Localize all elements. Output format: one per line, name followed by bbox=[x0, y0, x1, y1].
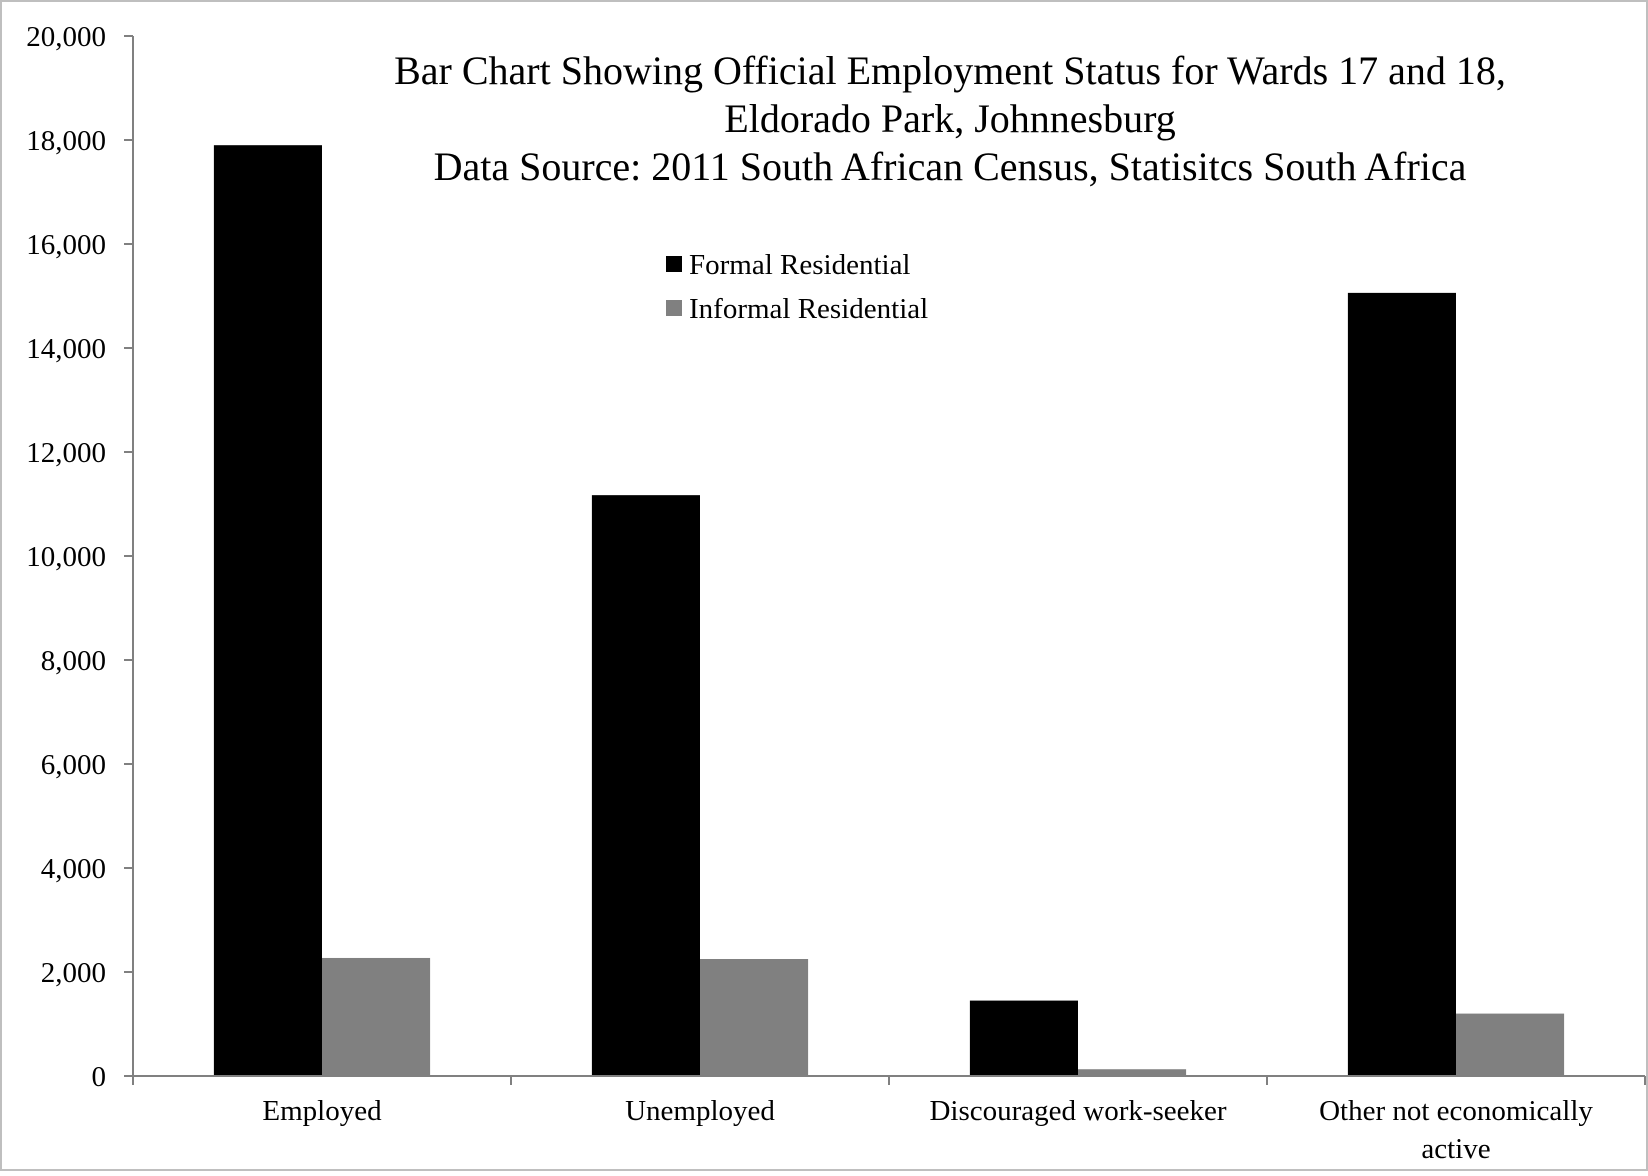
y-tick-label: 18,000 bbox=[26, 125, 106, 157]
chart-title-line: Data Source: 2011 South African Census, … bbox=[434, 144, 1467, 189]
x-tick-label: Discouraged work-seeker bbox=[929, 1095, 1226, 1127]
x-tick-label: active bbox=[1421, 1133, 1490, 1165]
y-tick-label: 16,000 bbox=[26, 229, 106, 261]
x-tick-label: Other not economically bbox=[1319, 1095, 1593, 1127]
axes: 0 2,000 4,000 6,000 8,000 10,000 12,000 14,000 1… bbox=[26, 21, 1646, 1165]
legend-swatch bbox=[666, 300, 682, 316]
legend-label: Formal Residential bbox=[689, 249, 911, 281]
chart-title: Bar Chart Showing Official Employment St… bbox=[394, 48, 1506, 189]
y-tick-label: 14,000 bbox=[26, 333, 106, 365]
legend: Formal Residential Informal Residential bbox=[666, 249, 928, 325]
y-tick-label: 8,000 bbox=[41, 645, 106, 677]
bar-formal bbox=[1347, 292, 1456, 1076]
y-tick-label: 20,000 bbox=[26, 21, 106, 53]
y-tick-label: 0 bbox=[92, 1061, 107, 1093]
bar-informal bbox=[322, 957, 431, 1076]
y-tick-label: 12,000 bbox=[26, 437, 106, 469]
bar-formal bbox=[969, 1000, 1078, 1076]
chart-title-line: Bar Chart Showing Official Employment St… bbox=[394, 48, 1506, 93]
chart-title-line: Eldorado Park, Johnnesburg bbox=[724, 96, 1175, 141]
x-tick-label: Unemployed bbox=[625, 1095, 775, 1127]
legend-swatch bbox=[666, 256, 682, 272]
x-tick-label: Employed bbox=[262, 1095, 382, 1127]
bar-informal bbox=[700, 959, 809, 1076]
y-tick-label: 4,000 bbox=[41, 853, 106, 885]
bar-informal bbox=[1078, 1069, 1187, 1076]
y-tick-label: 10,000 bbox=[26, 541, 106, 573]
bar-formal bbox=[591, 495, 700, 1076]
bar-informal bbox=[1456, 1013, 1565, 1076]
legend-label: Informal Residential bbox=[689, 293, 928, 325]
bar-formal bbox=[213, 145, 322, 1076]
y-tick-label: 6,000 bbox=[41, 749, 106, 781]
y-tick-label: 2,000 bbox=[41, 957, 106, 989]
bars bbox=[213, 145, 1565, 1076]
